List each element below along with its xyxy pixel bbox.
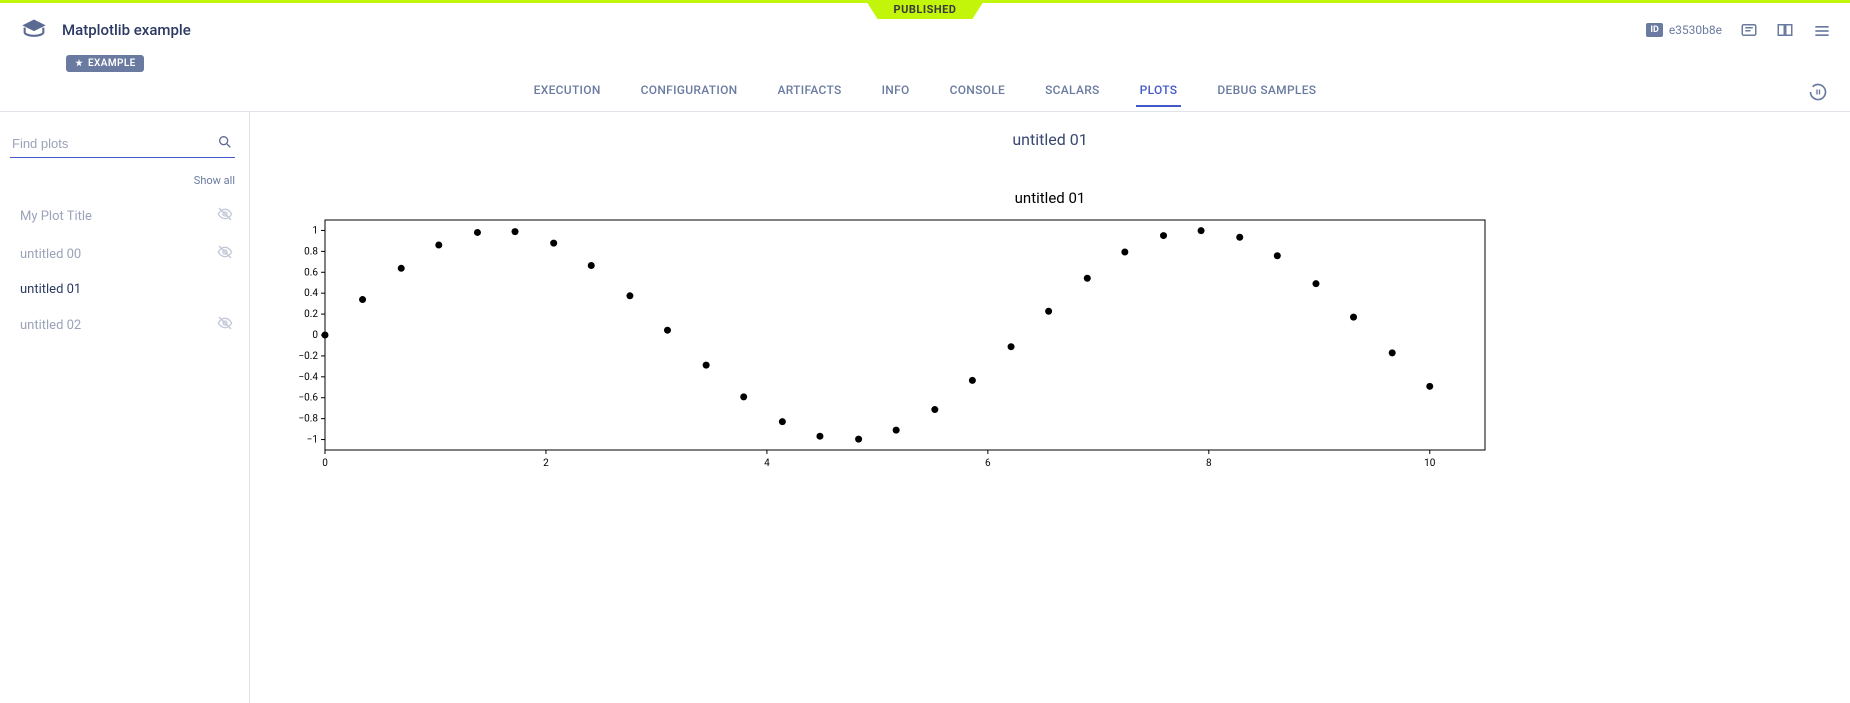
sidebar-item-label: untitled 00 (20, 247, 81, 262)
svg-text:−1: −1 (307, 435, 318, 446)
svg-text:−0.8: −0.8 (298, 414, 318, 425)
chart-title: untitled 01 (280, 189, 1820, 207)
eye-off-icon[interactable] (217, 315, 233, 335)
details-icon[interactable] (1740, 21, 1758, 39)
eye-off-icon[interactable] (217, 244, 233, 264)
svg-text:6: 6 (985, 458, 991, 469)
sidebar-item-label: My Plot Title (20, 209, 92, 224)
sidebar-item-untitled-01[interactable]: untitled 01 (10, 273, 235, 306)
sidebar-item-my-plot-title[interactable]: My Plot Title (10, 197, 235, 235)
scatter-chart: −1−0.8−0.6−0.4−0.200.20.40.60.810246810 (280, 215, 1820, 482)
sidebar-item-untitled-00[interactable]: untitled 00 (10, 235, 235, 273)
tab-scalars[interactable]: SCALARS (1041, 83, 1104, 107)
logo-icon (20, 16, 48, 44)
published-ribbon: PUBLISHED (866, 0, 985, 19)
svg-text:4: 4 (764, 458, 770, 469)
show-all-link[interactable]: Show all (10, 174, 235, 187)
svg-text:0.8: 0.8 (304, 246, 318, 257)
svg-text:2: 2 (543, 458, 549, 469)
refresh-icon[interactable] (1808, 82, 1828, 106)
sidebar: Show all My Plot Title untitled 00 untitle… (0, 112, 250, 703)
tab-debug-samples[interactable]: DEBUG SAMPLES (1213, 83, 1320, 107)
page-title: Matplotlib example (62, 21, 191, 39)
example-badge: EXAMPLE (66, 55, 144, 72)
tab-configuration[interactable]: CONFIGURATION (637, 83, 742, 107)
eye-off-icon[interactable] (217, 206, 233, 226)
tab-console[interactable]: CONSOLE (946, 83, 1010, 107)
tabs-row: EXECUTION CONFIGURATION ARTIFACTS INFO CONSO… (0, 78, 1850, 112)
badge-wrap: EXAMPLE (66, 53, 1850, 72)
sidebar-item-label: untitled 02 (20, 318, 81, 333)
sidebar-item-untitled-02[interactable]: untitled 02 (10, 306, 235, 344)
tab-execution[interactable]: EXECUTION (530, 83, 605, 107)
svg-text:0: 0 (322, 458, 328, 469)
tab-info[interactable]: INFO (878, 83, 914, 107)
header-actions: ID e3530b8e (1646, 21, 1830, 39)
search-icon[interactable] (217, 134, 233, 154)
search-input[interactable] (10, 130, 235, 158)
chart-section-title: untitled 01 (280, 130, 1820, 149)
badge-label: EXAMPLE (88, 58, 136, 69)
id-value: e3530b8e (1669, 23, 1722, 37)
svg-text:1: 1 (312, 225, 318, 236)
svg-text:0.2: 0.2 (304, 309, 318, 320)
svg-text:10: 10 (1424, 458, 1436, 469)
tab-plots[interactable]: PLOTS (1136, 83, 1182, 107)
svg-text:8: 8 (1206, 458, 1212, 469)
svg-text:0: 0 (312, 330, 318, 341)
id-chip[interactable]: ID e3530b8e (1646, 23, 1722, 37)
id-badge: ID (1646, 23, 1662, 37)
menu-icon[interactable] (1812, 21, 1830, 39)
main-content: untitled 01 untitled 01 −1 −0.8 −0.6 −0.4 −0… (250, 112, 1850, 703)
tab-artifacts[interactable]: ARTIFACTS (773, 83, 845, 107)
svg-text:0.6: 0.6 (304, 267, 318, 278)
svg-text:−0.4: −0.4 (298, 372, 318, 383)
svg-text:0.4: 0.4 (304, 288, 318, 299)
sidebar-item-label: untitled 01 (20, 282, 81, 297)
svg-text:−0.6: −0.6 (298, 393, 318, 404)
svg-text:−0.2: −0.2 (298, 351, 318, 362)
compare-icon[interactable] (1776, 21, 1794, 39)
